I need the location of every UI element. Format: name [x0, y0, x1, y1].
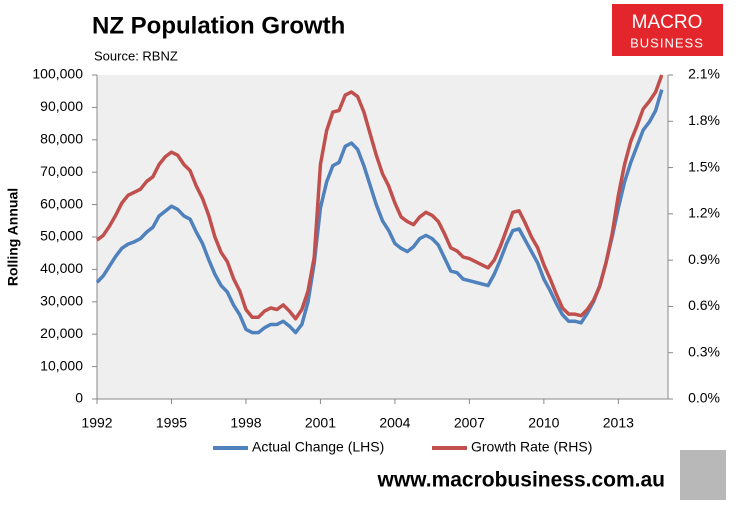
logo: MACRO BUSINESS: [612, 4, 723, 56]
y2-tick-label: 1.2%: [688, 205, 720, 221]
y2-tick-label: 1.8%: [688, 112, 720, 128]
y-tick-label: 50,000: [40, 228, 83, 244]
x-tick-label: 1995: [156, 415, 187, 431]
footer-url: www.macrobusiness.com.au: [377, 469, 665, 492]
x-tick-label: 1992: [81, 415, 112, 431]
chart-subtitle: Source: RBNZ: [94, 48, 178, 63]
y2-tick-label: 0.0%: [688, 390, 720, 406]
y-tick-label: 70,000: [40, 163, 83, 179]
series-line: [95, 74, 664, 321]
y2-tick-label: 0.9%: [688, 251, 720, 267]
legend-label: Growth Rate (RHS): [471, 439, 592, 455]
y-axis-label: Rolling Annual: [5, 188, 21, 286]
y2-tick-label: 1.5%: [688, 158, 720, 174]
y-tick-label: 0: [75, 390, 83, 406]
y-tick-label: 80,000: [40, 131, 83, 147]
y-tick-label: 100,000: [32, 66, 83, 82]
chart-title: NZ Population Growth: [92, 12, 345, 39]
series-line: [95, 89, 664, 335]
x-tick-label: 2001: [305, 415, 336, 431]
logo-text: MACRO: [632, 12, 703, 33]
y-tick-label: 30,000: [40, 293, 83, 309]
legend-label: Actual Change (LHS): [252, 439, 384, 455]
x-tick-label: 2004: [379, 415, 410, 431]
y2-tick-label: 0.6%: [688, 297, 720, 313]
y-tick-label: 20,000: [40, 325, 83, 341]
y-tick-label: 60,000: [40, 195, 83, 211]
logo-text: BUSINESS: [630, 35, 704, 50]
logo-icon: [680, 450, 726, 500]
x-tick-label: 2010: [528, 415, 559, 431]
y-tick-label: 40,000: [40, 260, 83, 276]
plot-area: [97, 75, 668, 399]
y-tick-label: 90,000: [40, 98, 83, 114]
y2-tick-label: 0.3%: [688, 343, 720, 359]
logo-box: [612, 4, 723, 56]
x-tick-label: 2007: [454, 415, 485, 431]
x-tick-label: 2013: [603, 415, 634, 431]
y2-tick-label: 2.1%: [688, 66, 720, 82]
y-tick-label: 10,000: [40, 357, 83, 373]
x-tick-label: 1998: [230, 415, 261, 431]
